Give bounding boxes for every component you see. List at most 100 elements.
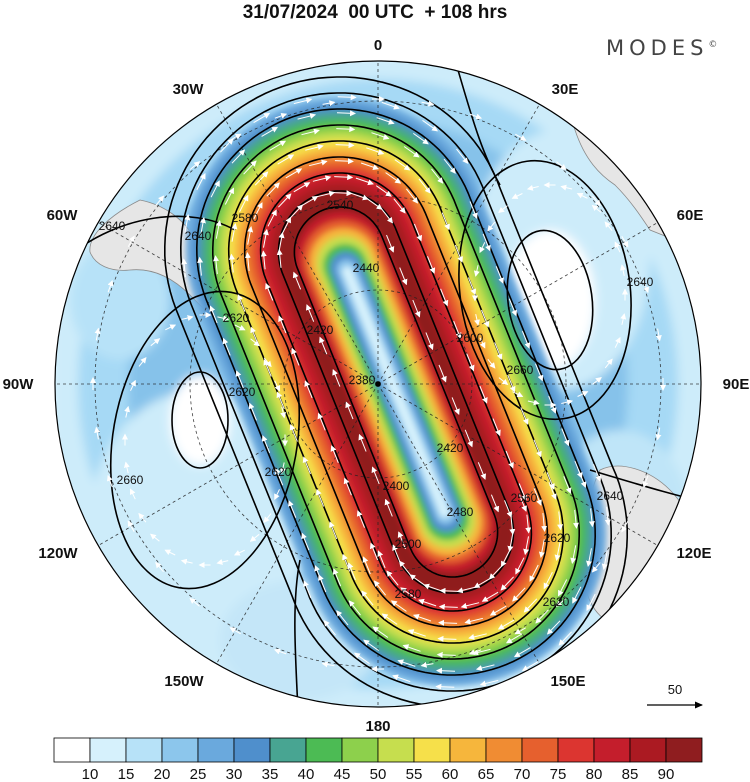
colorbar-swatch	[89, 737, 127, 763]
colorbar-swatch	[449, 737, 487, 763]
wind-arrow	[558, 631, 572, 646]
wind-arrow	[292, 271, 302, 290]
colorbar-swatch	[485, 737, 523, 763]
wind-arrow	[330, 445, 339, 463]
colorbar-tick-label: 45	[334, 766, 351, 782]
contour-label: 2620	[543, 595, 570, 609]
wind-arrow	[278, 315, 287, 334]
wind-arrow	[475, 664, 495, 671]
wind-arrow	[492, 418, 501, 437]
wind-arrow	[479, 242, 486, 254]
reference-vector-label: 50	[668, 682, 682, 697]
contour-label: 2620	[265, 465, 292, 479]
lon-label-150w: 150W	[164, 673, 204, 690]
lon-label-180: 180	[365, 718, 390, 735]
wind-arrow	[399, 267, 408, 286]
jet-band	[342, 266, 450, 518]
contour-label: 2400	[383, 479, 410, 493]
wind-arrow	[348, 600, 361, 616]
height-contour	[589, 469, 701, 506]
contour-label: 2620	[229, 385, 256, 399]
wind-vectors	[90, 94, 666, 690]
wind-arrow	[456, 586, 476, 594]
wind-arrow	[498, 205, 508, 214]
wind-arrow	[127, 235, 135, 247]
wind-arrow	[423, 583, 442, 592]
wind-arrow	[332, 368, 341, 387]
wind-arrow	[334, 174, 354, 181]
wind-arrow	[397, 531, 406, 550]
colorbar-tick-label: 80	[586, 766, 603, 782]
wind-arrow	[250, 338, 260, 347]
lon-label-120e: 120E	[676, 545, 711, 562]
wind-arrow	[106, 474, 113, 488]
wind-arrow	[412, 299, 421, 318]
wind-arrow	[512, 587, 526, 602]
wind-arrow	[184, 214, 191, 233]
wind-arrow	[373, 580, 386, 596]
wind-arrow	[497, 619, 515, 630]
wind-arrow	[276, 248, 283, 268]
wind-arrow	[554, 542, 561, 561]
wind-arrow	[504, 500, 513, 518]
wind-arrow	[479, 337, 486, 349]
wind-arrow	[213, 255, 219, 275]
wind-arrow	[487, 358, 496, 369]
contour-label: 2640	[627, 275, 654, 289]
wind-arrow	[574, 460, 583, 479]
wind-arrow	[180, 558, 193, 565]
colorbar-swatch	[125, 737, 163, 763]
wind-arrow	[439, 587, 459, 594]
wind-arrow	[138, 512, 147, 523]
height-contour	[293, 206, 499, 578]
colorbar-swatch	[629, 737, 667, 763]
wind-arrow	[343, 477, 352, 496]
colorbar-swatch	[341, 737, 379, 763]
map-border	[54, 60, 702, 708]
wind-arrow	[353, 652, 370, 665]
wind-arrow	[526, 184, 539, 191]
wind-arrow	[229, 627, 241, 635]
wind-arrow	[443, 158, 456, 174]
wind-arrow	[586, 548, 592, 567]
wind-arrow	[523, 536, 530, 556]
wind-arrow	[376, 117, 395, 125]
wind-arrow	[466, 353, 475, 372]
colorbar-tick-label: 75	[550, 766, 567, 782]
colorbar-tick-label: 70	[514, 766, 531, 782]
wind-arrow	[361, 590, 374, 606]
wind-arrow	[301, 195, 319, 207]
wind-arrow	[278, 231, 285, 251]
wind-arrow	[488, 565, 503, 580]
wind-arrow	[507, 533, 514, 553]
wind-arrow	[304, 380, 313, 399]
wind-arrow	[621, 521, 629, 533]
wind-arrow	[303, 580, 312, 599]
wind-arrow	[468, 633, 487, 640]
wind-arrow	[265, 282, 274, 301]
wind-arrow	[604, 358, 613, 369]
wind-arrow	[336, 110, 356, 117]
wind-arrow	[263, 357, 272, 368]
contour-label: 2640	[99, 219, 126, 233]
wind-arrow	[515, 557, 525, 575]
wind-arrow	[181, 258, 188, 278]
wind-arrow	[305, 144, 324, 151]
contour-label: 2420	[307, 323, 334, 337]
reference-wind-vector: 50	[647, 682, 703, 709]
wind-arrow	[586, 593, 596, 611]
wind-arrow	[228, 253, 235, 273]
wind-arrow	[621, 236, 629, 248]
wind-arrow	[546, 472, 555, 490]
height-contour	[259, 172, 533, 612]
wind-arrow	[261, 435, 271, 453]
wind-arrow	[189, 597, 200, 607]
contour-label: 2620	[223, 311, 250, 325]
wind-arrow	[381, 613, 398, 625]
wind-arrow	[279, 462, 286, 475]
contour-label: 2480	[447, 505, 474, 519]
colorbar-tick-label: 25	[190, 766, 207, 782]
wind-arrow	[472, 648, 491, 656]
wind-arrow	[489, 605, 507, 616]
map-title: 31/07/2024 00 UTC + 108 hrs	[242, 2, 508, 23]
